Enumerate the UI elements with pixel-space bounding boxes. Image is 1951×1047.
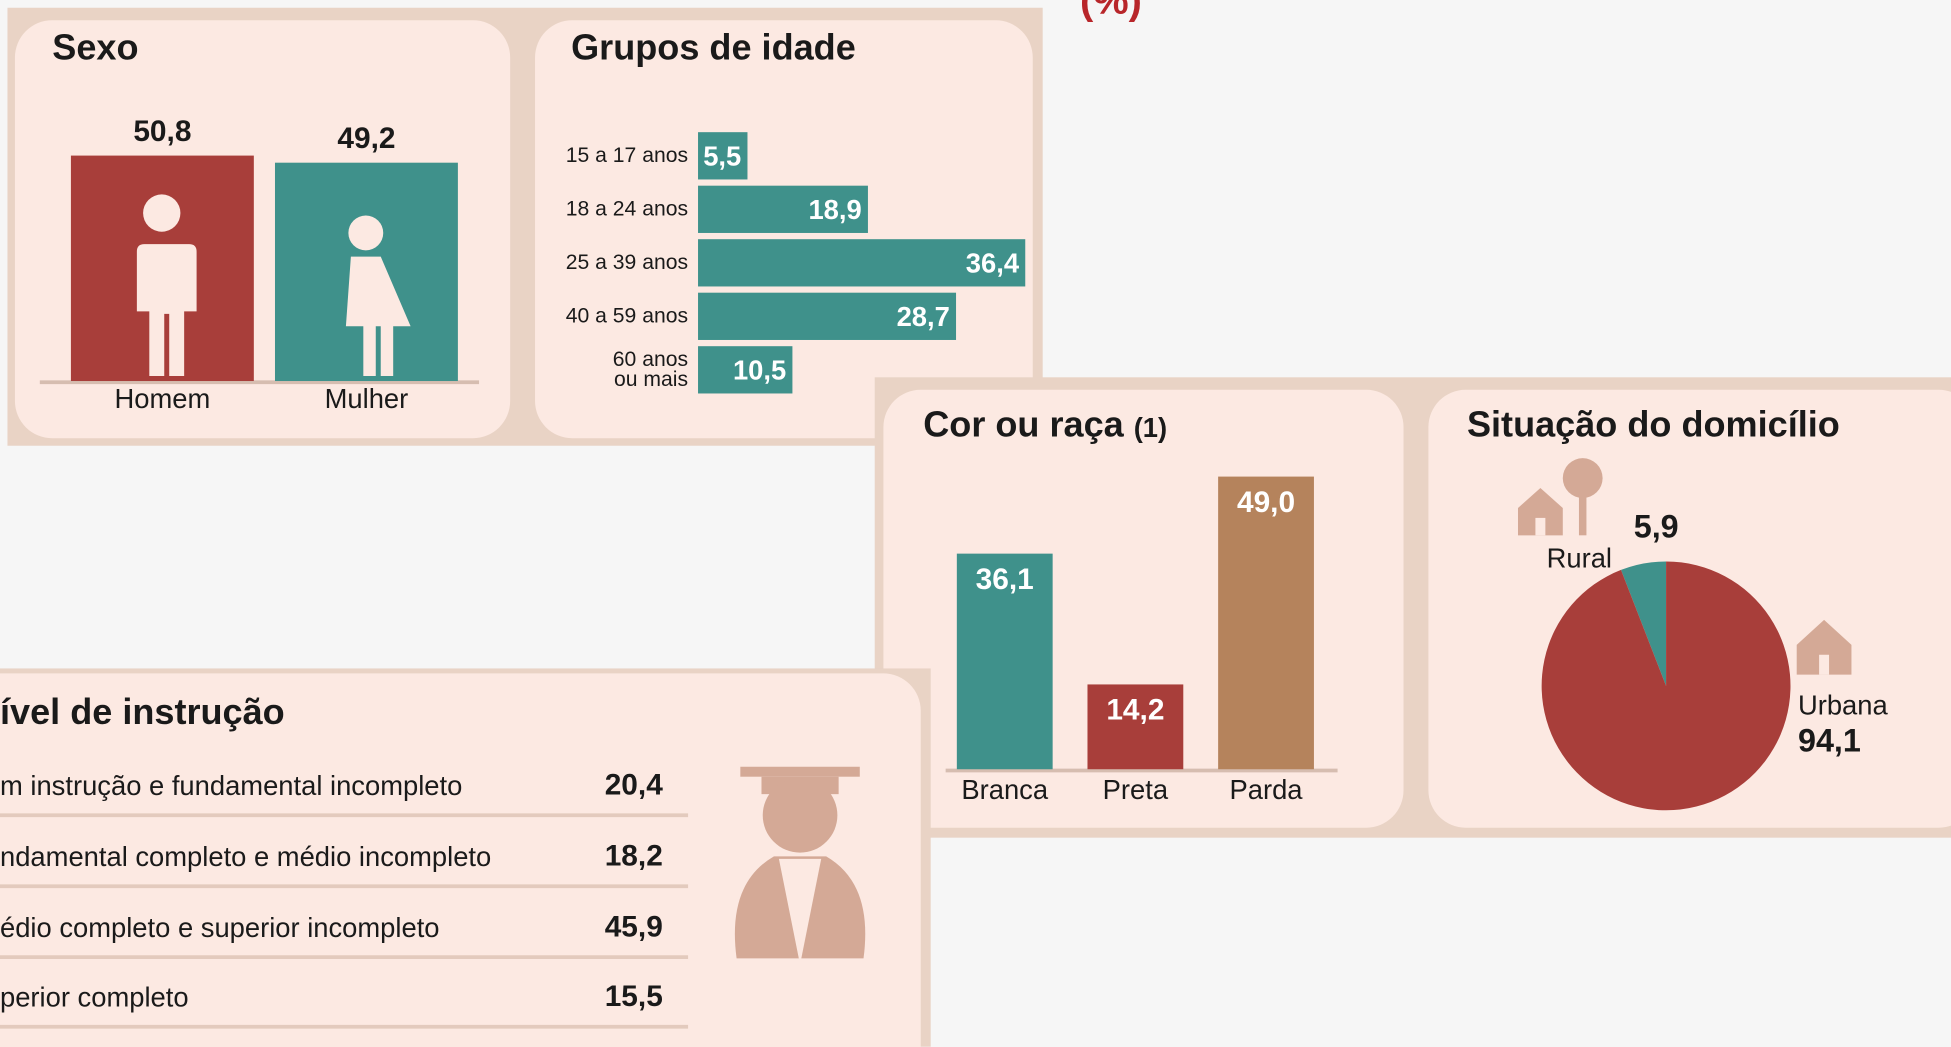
y-tick-label: 60 anos ou mais [612, 347, 689, 391]
row-label: m instrução e fundamental incompleto [0, 770, 462, 801]
y-tick-label: 40 a 59 anos [565, 303, 689, 328]
chart-title: ível de instrução [0, 691, 285, 732]
bar [956, 553, 1053, 770]
bar [698, 239, 1026, 287]
value-label: 10,5 [733, 355, 786, 386]
chart-title: Grupos de idade [571, 27, 856, 68]
value-label: 5,9 [1634, 509, 1679, 545]
value-label: 5,5 [703, 141, 741, 172]
icon [778, 858, 822, 965]
value-label: 36,4 [966, 248, 1020, 279]
y-tick-label: 15 a 17 anos [565, 143, 689, 167]
icon [1562, 458, 1603, 498]
bar [698, 185, 868, 233]
icon [762, 777, 838, 853]
header-unit: (%) [1080, 0, 1142, 22]
icon [134, 244, 197, 377]
row-value: 45,9 [605, 910, 663, 943]
bar [698, 346, 793, 394]
panel [0, 673, 921, 1047]
value-label: 49,2 [337, 122, 395, 155]
y-tick-label: 18 a 24 anos [565, 196, 689, 221]
icon [1517, 488, 1563, 536]
icon [1535, 517, 1546, 536]
row-label: ndamental completo e médio incompleto [0, 841, 491, 872]
row-value: 20,4 [605, 769, 664, 802]
x-tick-label: Parda [1230, 774, 1304, 805]
bar [698, 132, 748, 180]
x-tick-label: Branca [961, 774, 1048, 805]
y-tick-label-box: 25 a 39 anos [565, 250, 689, 274]
chart-title: Situação do domicílio [1467, 404, 1840, 445]
value-label: 18,9 [808, 194, 861, 225]
icons [134, 194, 1852, 965]
x-tick-label: Mulher [325, 383, 409, 414]
row-label: édio completo e superior incompleto [0, 912, 440, 943]
x-tick-label: Homem [114, 383, 210, 414]
y-tick-label: 25 a 39 anos [565, 250, 689, 274]
pie-slice [1541, 561, 1791, 811]
y-tick-label-box: 60 anos ou mais [612, 347, 689, 391]
row-value: 18,2 [605, 839, 663, 872]
category-label: Urbana [1798, 689, 1889, 720]
icon [1578, 493, 1587, 536]
chart-title: Sexo [52, 27, 138, 68]
bar [1087, 684, 1184, 770]
icon [740, 766, 860, 777]
value-label: 28,7 [897, 301, 950, 332]
category-label: Rural [1547, 542, 1612, 573]
icon [1796, 619, 1852, 675]
icon [345, 256, 411, 377]
row-label: perior completo [0, 982, 189, 1013]
x-tick-label: Preta [1103, 774, 1169, 805]
bar [698, 292, 957, 340]
y-tick-label-box: 18 a 24 anos [565, 196, 689, 221]
value-label: 50,8 [133, 115, 191, 148]
value-label: 36,1 [976, 563, 1034, 596]
row-value: 15,5 [605, 980, 663, 1013]
y-tick-label-box: 40 a 59 anos [565, 303, 689, 328]
value-label: 94,1 [1798, 723, 1861, 759]
pie-slice [1620, 561, 1667, 686]
value-label: 49,0 [1237, 486, 1295, 519]
value-label: 14,2 [1106, 694, 1164, 727]
icon [1819, 654, 1830, 675]
bar [1218, 476, 1314, 770]
y-tick-label-box: 15 a 17 anos [565, 143, 689, 167]
title-note: (1) [1134, 412, 1167, 443]
icon [143, 194, 181, 232]
chart-title: Cor ou raça [923, 404, 1124, 445]
icon [348, 215, 384, 251]
